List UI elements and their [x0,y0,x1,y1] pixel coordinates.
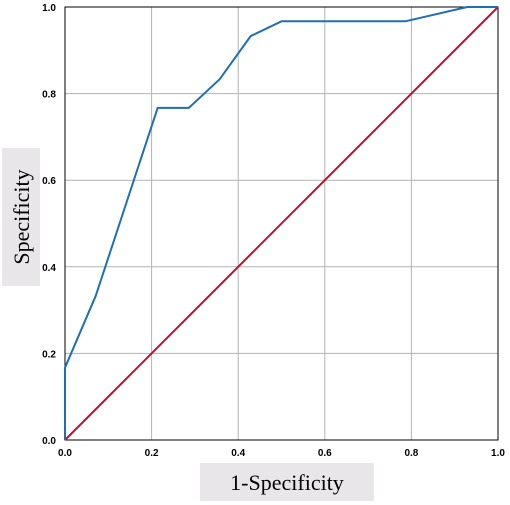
tick-labels: 0.0 0.2 0.4 0.6 0.8 1.0 0.0 0.2 0.4 0.6 0.8 1.0 [42,3,505,459]
y-axis-title: Specificity [9,169,34,264]
reference-diagonal-line [64,6,499,441]
y-tick-label-2: 0.4 [42,263,56,274]
y-tick-label-0: 0.0 [42,436,56,447]
series-group [64,6,499,441]
y-tick-label-3: 0.6 [42,176,56,187]
x-tick-label-5: 1.0 [491,448,505,459]
plot-frame [64,6,499,441]
x-axis-title: 1-Specificity [230,470,344,495]
axis-title-box-y [2,148,40,286]
x-tick-label-1: 0.2 [145,448,159,459]
y-tick-label-4: 0.8 [42,90,56,101]
roc-curve-line [64,6,498,440]
x-tick-label-4: 0.8 [404,448,418,459]
x-tick-label-0: 0.0 [58,448,72,459]
x-tick-label-2: 0.4 [231,448,245,459]
y-tick-label-5: 1.0 [42,3,56,14]
x-tick-label-3: 0.6 [318,448,332,459]
y-tick-label-1: 0.2 [42,349,56,360]
axis-title-box-x [200,463,374,501]
